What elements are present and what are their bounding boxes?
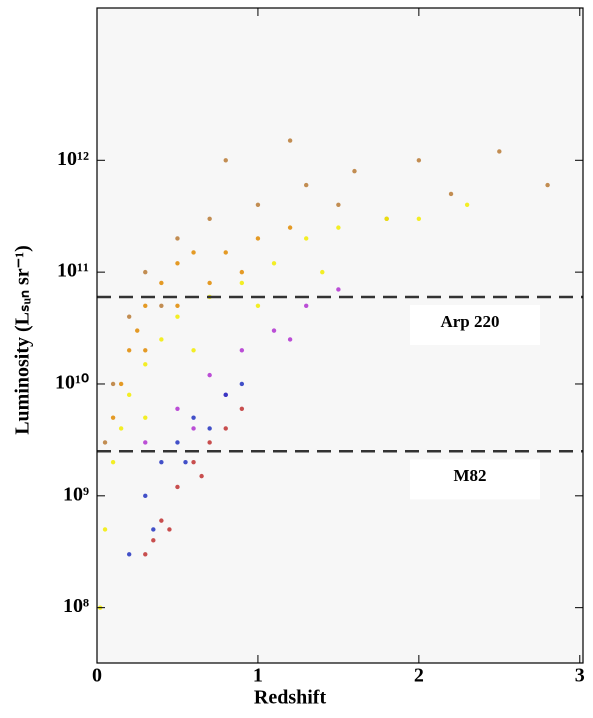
point (183, 459, 188, 465)
point (143, 362, 148, 367)
point (239, 406, 245, 411)
point (175, 406, 180, 411)
x-tick-label: 2 (414, 665, 424, 687)
point (159, 280, 164, 286)
point (352, 168, 357, 174)
point (207, 216, 212, 221)
x-tick-label: 0 (92, 665, 102, 687)
y-tick-label: 10⁹ (63, 483, 89, 505)
point (239, 280, 245, 286)
y-axis-label: Luminosity (Lₛᵤₙ sr⁻¹) (12, 245, 34, 435)
point (126, 392, 132, 398)
point (159, 303, 164, 309)
point (126, 314, 132, 319)
point (151, 538, 156, 543)
x-tick-label: 1 (253, 665, 263, 687)
point (497, 149, 502, 154)
point (255, 303, 261, 309)
point (143, 415, 148, 420)
point (110, 415, 116, 420)
x-tick-label: 3 (575, 665, 585, 687)
point (287, 138, 293, 143)
point (207, 440, 212, 445)
point (336, 287, 341, 292)
point (151, 527, 156, 532)
point (304, 182, 309, 188)
point (175, 440, 180, 445)
y-tick-label: 10¹⁰ (55, 372, 89, 394)
point (175, 314, 180, 319)
point (416, 216, 422, 221)
point (239, 269, 245, 275)
point (159, 459, 164, 465)
point (223, 426, 228, 431)
point (223, 158, 228, 163)
point (135, 328, 140, 333)
point (159, 518, 164, 523)
reference-label: Arp 220 (440, 312, 499, 331)
point (175, 261, 180, 266)
point (287, 337, 293, 342)
y-tick-label: 10¹¹ (57, 260, 89, 282)
x-axis-label: Redshift (254, 687, 327, 709)
point (255, 202, 261, 208)
y-tick-label: 10¹² (57, 148, 89, 170)
point (271, 261, 277, 266)
point (110, 381, 116, 387)
label-box (410, 304, 540, 345)
point (143, 552, 148, 557)
point (287, 225, 293, 230)
point (320, 269, 325, 275)
point (118, 426, 124, 431)
point (304, 236, 309, 241)
point (175, 236, 180, 241)
point (175, 484, 180, 490)
point (102, 527, 108, 532)
point (416, 158, 422, 163)
point (143, 440, 148, 445)
point (336, 225, 341, 230)
point (118, 381, 124, 387)
point (191, 415, 196, 420)
point (143, 303, 148, 309)
point (126, 552, 132, 557)
point (207, 426, 212, 431)
point (223, 250, 228, 255)
point (207, 280, 212, 286)
point (239, 348, 245, 353)
point (191, 459, 196, 465)
plot-frame (96, 7, 584, 664)
point (545, 182, 550, 188)
point (448, 191, 454, 197)
point (255, 236, 261, 241)
point (191, 426, 196, 431)
y-tick-label: 10⁸ (63, 595, 89, 617)
point (191, 348, 196, 353)
reference-label: M82 (453, 466, 486, 485)
point (175, 303, 180, 309)
point (199, 473, 204, 479)
point (239, 381, 245, 387)
point (223, 392, 228, 398)
point (110, 459, 116, 465)
point (159, 337, 164, 342)
point (126, 348, 132, 353)
point (143, 493, 148, 499)
point (304, 303, 309, 309)
point (191, 250, 196, 255)
point (167, 527, 172, 532)
point (464, 202, 470, 208)
point (207, 372, 212, 378)
point (143, 269, 148, 275)
point (384, 216, 389, 221)
point (271, 328, 277, 333)
point (143, 348, 148, 353)
point (336, 202, 341, 208)
point (102, 440, 108, 445)
label-box (410, 459, 540, 500)
